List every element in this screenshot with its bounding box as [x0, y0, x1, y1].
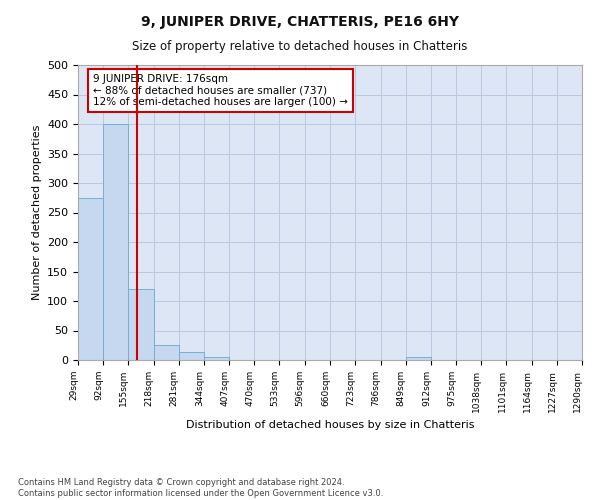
Y-axis label: Number of detached properties: Number of detached properties — [32, 125, 41, 300]
Bar — [103, 124, 128, 360]
Bar — [128, 289, 154, 360]
Bar — [78, 198, 103, 360]
Bar — [154, 345, 179, 360]
Text: 9 JUNIPER DRIVE: 176sqm
← 88% of detached houses are smaller (737)
12% of semi-d: 9 JUNIPER DRIVE: 176sqm ← 88% of detache… — [93, 74, 348, 107]
Text: Size of property relative to detached houses in Chatteris: Size of property relative to detached ho… — [133, 40, 467, 53]
Text: Contains HM Land Registry data © Crown copyright and database right 2024.
Contai: Contains HM Land Registry data © Crown c… — [18, 478, 383, 498]
X-axis label: Distribution of detached houses by size in Chatteris: Distribution of detached houses by size … — [186, 420, 474, 430]
Text: 9, JUNIPER DRIVE, CHATTERIS, PE16 6HY: 9, JUNIPER DRIVE, CHATTERIS, PE16 6HY — [141, 15, 459, 29]
Bar — [406, 357, 431, 360]
Bar — [179, 352, 204, 360]
Bar — [204, 357, 229, 360]
